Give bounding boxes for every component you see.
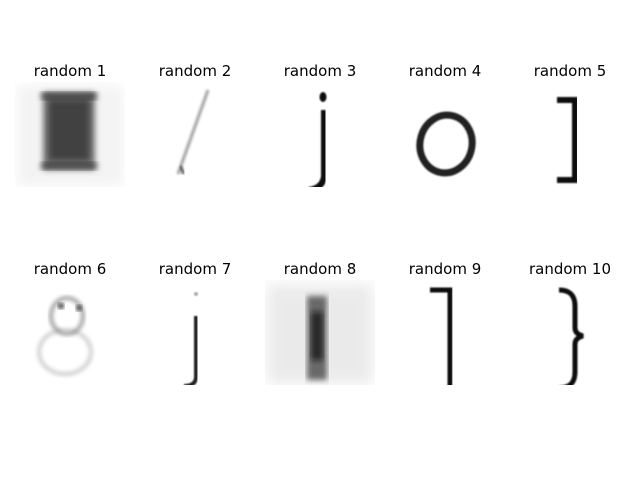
sample-image-letter-o	[390, 82, 500, 187]
sample-image-noisy-bar	[265, 280, 375, 385]
panel-title: random 3	[283, 62, 357, 80]
panel-title: random 8	[283, 260, 357, 278]
sample-image-right-bracket	[390, 280, 500, 385]
panel-title: random 2	[158, 62, 232, 80]
panel-title: random 4	[408, 62, 482, 80]
panel-title: random 6	[33, 260, 107, 278]
sample-image-noisy-block	[15, 82, 125, 187]
sample-image-letter-j	[265, 82, 375, 187]
panel-title: random 10	[528, 260, 612, 278]
panel-title: random 9	[408, 260, 482, 278]
sample-image-right-bracket	[515, 82, 625, 187]
sample-image-thin-j	[140, 280, 250, 385]
panel-title: random 7	[158, 260, 232, 278]
panel-title: random 1	[33, 62, 107, 80]
sample-image-faint-blob	[15, 280, 125, 385]
sample-image-right-brace	[515, 280, 625, 385]
panel-title: random 5	[533, 62, 607, 80]
sample-image-faint-slash	[140, 82, 250, 187]
